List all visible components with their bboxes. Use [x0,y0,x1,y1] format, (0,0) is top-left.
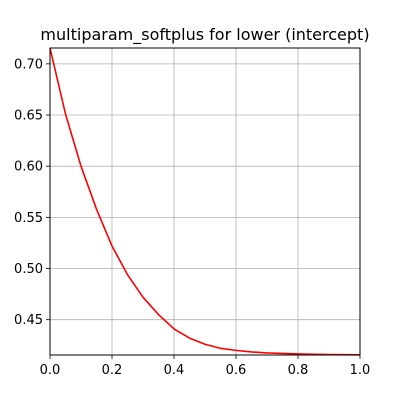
x-tick-label: 0.0 [40,363,61,378]
x-tick-label: 0.8 [288,363,309,378]
x-tick-label: 0.4 [164,363,185,378]
x-axis: 0.0 0.2 0.4 0.6 0.8 1.0 [40,355,371,378]
x-tick-label: 0.2 [102,363,123,378]
series-layer [49,47,361,356]
x-tick-label: 1.0 [350,363,371,378]
y-tick-label: 0.45 [14,313,43,328]
y-axis: 0.45 0.50 0.55 0.60 0.65 0.70 [14,57,50,328]
y-tick-label: 0.60 [14,160,43,175]
grid [49,48,361,355]
chart-title: multiparam_softplus for lower (intercept… [40,25,369,45]
y-tick-label: 0.50 [14,262,43,277]
y-tick-label: 0.55 [14,211,43,226]
series-line [49,47,361,356]
x-tick-label: 0.6 [226,363,247,378]
plot-frame [49,47,361,356]
y-tick-label: 0.70 [14,57,43,72]
y-tick-label: 0.65 [14,109,43,124]
